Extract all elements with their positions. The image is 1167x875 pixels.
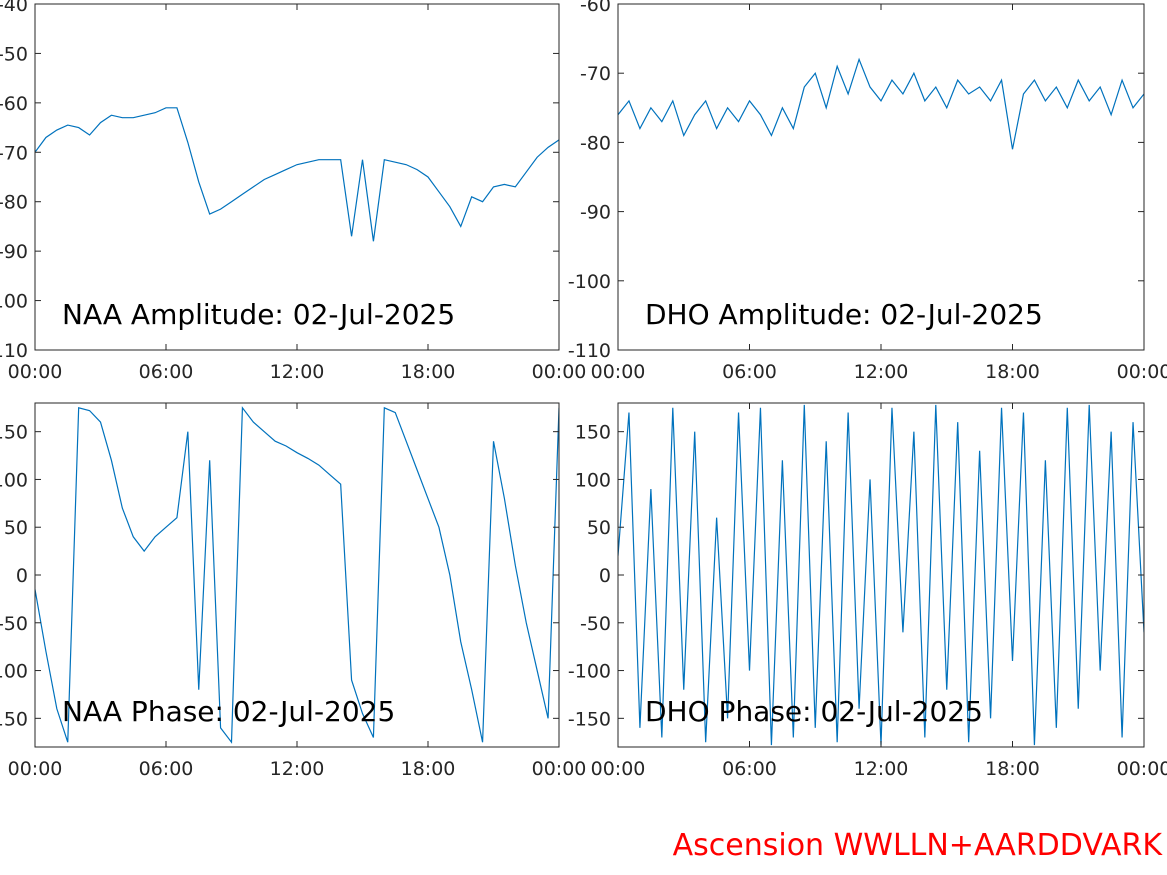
y-tick-label: -60	[580, 0, 611, 16]
data-line	[35, 107, 559, 242]
y-tick-label: -110	[0, 340, 28, 362]
y-tick-label: -100	[568, 661, 611, 683]
data-line	[35, 406, 559, 744]
x-tick-label: 00:00	[8, 361, 63, 383]
y-tick-label: -50	[0, 43, 28, 65]
subplot-title: DHO Amplitude: 02-Jul-2025	[645, 298, 1043, 331]
x-tick-label: 00:00	[1117, 758, 1167, 780]
subplot-title: NAA Amplitude: 02-Jul-2025	[62, 298, 455, 331]
y-tick-label: -60	[0, 93, 28, 115]
y-tick-label: -90	[0, 241, 28, 263]
x-tick-label: 18:00	[401, 361, 456, 383]
x-tick-label: 00:00	[591, 758, 646, 780]
y-tick-label: 0	[599, 565, 611, 587]
x-tick-label: 18:00	[401, 758, 456, 780]
y-tick-label: -90	[580, 202, 611, 224]
x-tick-label: 12:00	[270, 758, 325, 780]
y-tick-label: -80	[0, 192, 28, 214]
subplot-title: DHO Phase: 02-Jul-2025	[645, 695, 983, 728]
data-line	[618, 57, 1144, 150]
y-tick-label: -50	[580, 613, 611, 635]
subplot: -110 -100 -90 -80 -70 -60 00:00 06:00 12:00 18:00…	[568, 0, 1167, 383]
y-tick-label: 150	[575, 422, 611, 444]
y-tick-label: -150	[0, 708, 28, 730]
y-tick-label: 0	[16, 565, 28, 587]
y-tick-label: -50	[0, 613, 28, 635]
x-tick-label: 00:00	[532, 758, 587, 780]
subplot-title: NAA Phase: 02-Jul-2025	[62, 695, 395, 728]
x-tick-label: 12:00	[270, 361, 325, 383]
y-tick-label: -40	[0, 0, 28, 16]
subplot: -110 -100 -90 -80 -70 -60 -50 -40 00:00 06:00 12:0…	[0, 0, 586, 383]
y-tick-label: 50	[587, 517, 611, 539]
y-tick-label: 50	[4, 517, 28, 539]
x-tick-label: 12:00	[854, 758, 909, 780]
y-tick-label: 100	[0, 469, 28, 491]
x-tick-label: 12:00	[854, 361, 909, 383]
y-tick-label: -100	[0, 291, 28, 313]
y-tick-label: -110	[568, 340, 611, 362]
y-tick-label: -80	[580, 132, 611, 154]
subplot: -150 -100 -50 0 50 100 150 00:00 06:00 12:00 18:00…	[568, 402, 1167, 780]
y-tick-label: -150	[568, 708, 611, 730]
y-tick-label: -70	[0, 142, 28, 164]
x-tick-label: 00:00	[591, 361, 646, 383]
x-tick-label: 06:00	[722, 361, 777, 383]
subplot: -150 -100 -50 0 50 100 150 00:00 06:00 12:00 18:00…	[0, 402, 587, 780]
x-tick-label: 00:00	[1117, 361, 1167, 383]
y-tick-label: -70	[580, 63, 611, 85]
y-tick-label: 100	[575, 469, 611, 491]
x-tick-label: 00:00	[532, 361, 587, 383]
x-tick-label: 06:00	[722, 758, 777, 780]
y-tick-label: -100	[568, 271, 611, 293]
x-tick-label: 18:00	[985, 361, 1040, 383]
x-tick-label: 18:00	[985, 758, 1040, 780]
x-tick-label: 06:00	[139, 361, 194, 383]
y-tick-label: 150	[0, 422, 28, 444]
y-tick-label: -100	[0, 661, 28, 683]
x-tick-label: 00:00	[8, 758, 63, 780]
footer: Ascension WWLLN+AARDDVARK	[673, 828, 1164, 863]
x-tick-label: 06:00	[139, 758, 194, 780]
